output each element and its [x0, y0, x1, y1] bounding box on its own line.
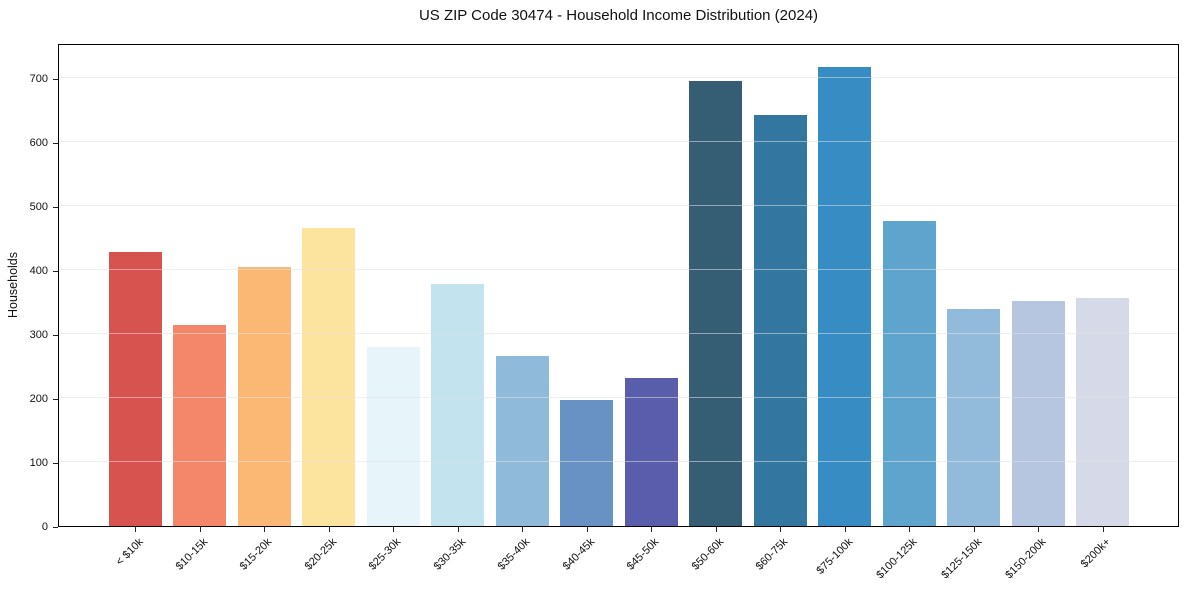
- y-tick-mark: [53, 462, 58, 464]
- y-tick-label: 400: [29, 265, 48, 278]
- x-tick-label: $50-60k: [689, 536, 726, 573]
- gridline-600: [59, 141, 1178, 143]
- y-tick-label: 200: [29, 393, 48, 406]
- bar-200k+: [1076, 298, 1129, 526]
- gridline-700: [59, 77, 1178, 79]
- bar-15-20k: [237, 266, 291, 526]
- x-tick-mark: [780, 527, 781, 532]
- x-tick-mark: [1102, 527, 1104, 532]
- bar-60-75k: [753, 115, 807, 526]
- gridline-400: [59, 269, 1178, 271]
- y-tick-label: 300: [29, 329, 48, 342]
- y-tick-mark: [53, 206, 58, 208]
- x-tick-label: $40-45k: [560, 536, 597, 573]
- y-tick-mark: [53, 270, 58, 272]
- x-tick-mark: [973, 527, 975, 532]
- x-tick-mark: [715, 527, 717, 532]
- y-axis-ticks: 0 100 200 300 400 500 600 700: [0, 44, 58, 533]
- x-tick-mark: [457, 527, 459, 532]
- bar-75-100k: [818, 66, 871, 526]
- bar-10-15k: [173, 325, 226, 526]
- x-tick-label: $20-25k: [302, 536, 339, 573]
- bar-150-200k: [1011, 300, 1065, 526]
- gridline-200: [59, 397, 1178, 399]
- gridline-500: [59, 205, 1178, 207]
- y-tick-label: 0: [41, 521, 48, 533]
- y-tick-label: 600: [29, 137, 48, 150]
- bar-40-45k: [560, 399, 613, 526]
- x-tick-label: $100-125k: [874, 536, 920, 582]
- bar-125-150k: [947, 309, 1000, 526]
- x-tick-label: $200k+: [1078, 536, 1113, 571]
- x-tick-mark: [651, 527, 652, 532]
- x-tick-label: $150-200k: [1003, 536, 1049, 582]
- x-tick-mark: [1038, 527, 1039, 532]
- x-tick-mark: [328, 527, 330, 532]
- x-tick-mark: [909, 527, 910, 532]
- x-tick-mark: [199, 527, 201, 532]
- y-tick-mark: [53, 334, 58, 336]
- x-tick-label: $35-40k: [495, 536, 533, 573]
- bar-50-60k: [689, 81, 742, 526]
- x-tick-mark: [135, 527, 136, 532]
- x-tick-mark: [844, 527, 846, 532]
- plot-area: [58, 44, 1179, 527]
- x-tick-label: $75-100k: [814, 536, 855, 577]
- x-axis-ticks: < $10k $10-15k $15-20k $20-25k $25-30k $30-35…: [58, 527, 1179, 590]
- y-tick-label: 500: [29, 201, 48, 214]
- x-tick-mark: [264, 527, 265, 532]
- x-tick-label: $60-75k: [753, 536, 791, 573]
- y-tick-label: 700: [29, 73, 48, 86]
- x-tick-mark: [393, 527, 394, 532]
- bar-100-125k: [882, 220, 936, 526]
- x-tick-label: $10-15k: [173, 536, 210, 573]
- x-tick-label: $25-30k: [366, 536, 404, 573]
- bar-35-40k: [495, 355, 549, 526]
- bar-25-30k: [366, 346, 420, 526]
- chart-title: US ZIP Code 30474 - Household Income Dis…: [418, 7, 819, 24]
- x-tick-label: < $10k: [113, 536, 146, 569]
- x-tick-label: $15-20k: [237, 536, 275, 573]
- bar-30-35k: [431, 284, 484, 526]
- x-tick-label: $30-35k: [431, 536, 468, 573]
- bar-20-25k: [302, 227, 355, 526]
- gridline-300: [59, 333, 1178, 335]
- y-tick-mark: [53, 398, 58, 400]
- bar-10k: [108, 252, 162, 526]
- bar-45-50k: [624, 377, 678, 526]
- x-tick-label: $125-150k: [938, 536, 984, 582]
- x-tick-label: $45-50k: [624, 536, 662, 573]
- y-tick-mark: [53, 142, 58, 144]
- y-tick-mark: [53, 78, 58, 80]
- y-tick-mark: [53, 526, 58, 528]
- x-tick-mark: [522, 527, 523, 532]
- y-tick-label: 100: [29, 457, 48, 470]
- gridline-100: [59, 461, 1178, 463]
- x-tick-mark: [586, 527, 588, 532]
